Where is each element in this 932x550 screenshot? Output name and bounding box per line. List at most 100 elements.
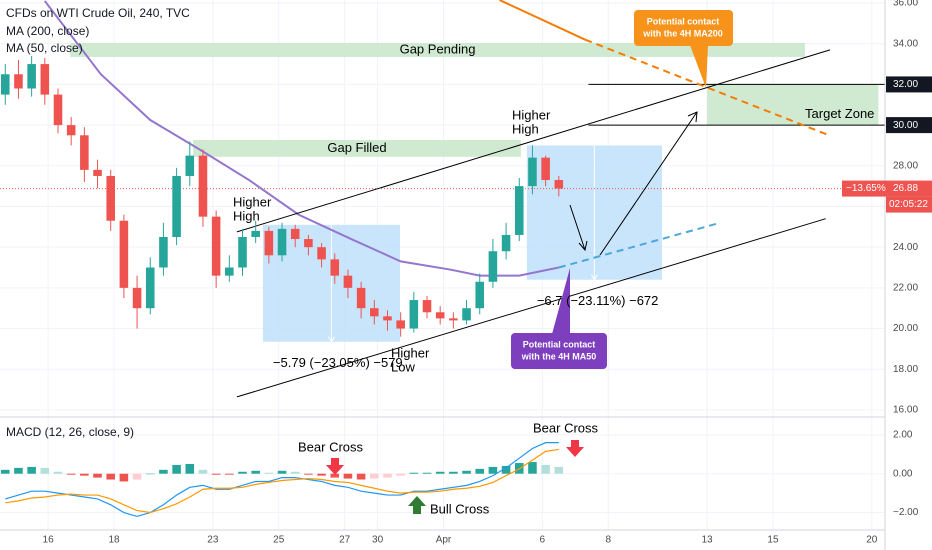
level-label: 30.00 xyxy=(893,120,918,131)
candle-body xyxy=(132,287,142,309)
zone xyxy=(193,139,521,157)
candle-body xyxy=(80,135,89,170)
histogram-bar xyxy=(185,464,195,474)
histogram-bar xyxy=(317,473,326,476)
x-tick-label: 16 xyxy=(43,535,55,546)
y-tick-label: 0.00 xyxy=(893,468,913,479)
candle-body xyxy=(422,300,432,313)
annotation: Bear Cross xyxy=(298,439,364,454)
candle-body xyxy=(528,157,537,187)
up-arrow xyxy=(408,496,426,514)
annotation: Bull Cross xyxy=(430,501,490,516)
candle-body xyxy=(514,186,524,235)
histogram-bar xyxy=(343,473,353,479)
y-tick-label: 18.00 xyxy=(893,364,918,375)
histogram-bar xyxy=(0,469,10,474)
candle-body xyxy=(119,220,129,288)
candle-body xyxy=(317,247,326,260)
histogram-bar xyxy=(132,473,142,480)
measure-arrow xyxy=(328,224,335,343)
zone-label: Gap Filled xyxy=(327,140,386,155)
histogram-bar xyxy=(80,473,89,476)
candle-body xyxy=(238,236,247,268)
signal-line xyxy=(5,448,559,514)
down-arrow xyxy=(326,458,344,475)
indicator-label: MA (50, close) xyxy=(6,41,83,55)
candle-body xyxy=(409,300,419,329)
candle-body xyxy=(185,155,195,176)
line-series xyxy=(236,218,826,398)
histogram-bar xyxy=(501,465,511,474)
measure-label: −6.7 (−23.11%) −672 xyxy=(537,293,659,308)
histogram-bar xyxy=(290,471,300,474)
callout-pointer xyxy=(552,268,570,334)
histogram-bar xyxy=(330,473,340,478)
price-badge xyxy=(842,180,932,197)
histogram-bar xyxy=(264,472,274,474)
x-tick-label: Apr xyxy=(436,535,452,546)
histogram-bar xyxy=(554,466,564,474)
level-label: 32.00 xyxy=(893,79,918,90)
histogram-bar xyxy=(145,473,155,475)
candle-body xyxy=(541,157,550,181)
arrow xyxy=(599,111,698,256)
candle-body xyxy=(488,251,498,282)
candle-body xyxy=(277,228,287,256)
candle-body xyxy=(330,259,340,276)
histogram-bar xyxy=(27,466,36,474)
countdown-badge xyxy=(886,196,932,213)
y-tick-label: 22.00 xyxy=(893,282,918,293)
x-tick-label: 15 xyxy=(767,535,779,546)
candle-body xyxy=(356,287,366,309)
macd-line xyxy=(5,442,559,518)
candle-body xyxy=(0,74,10,95)
zone-label: Gap Pending xyxy=(400,41,476,56)
histogram-bar xyxy=(66,473,76,475)
histogram-bar xyxy=(409,472,419,474)
histogram-bar xyxy=(172,464,181,474)
histogram-bar xyxy=(528,462,537,474)
candle-body xyxy=(290,228,300,240)
histogram-bar xyxy=(159,469,168,474)
macd-title: MACD (12, 26, close, 9) xyxy=(6,425,134,439)
histogram-bar xyxy=(238,471,247,474)
candle-body xyxy=(211,216,221,276)
histogram-bar xyxy=(40,467,50,474)
candle-body xyxy=(225,267,234,276)
callout-text: with the 4H MA50 xyxy=(521,351,597,361)
candle-body xyxy=(343,275,353,288)
candle-body xyxy=(53,94,63,126)
annotation: Low xyxy=(391,359,415,374)
countdown: 02:05:22 xyxy=(889,199,928,210)
x-tick-label: 18 xyxy=(108,535,120,546)
candle-body xyxy=(27,64,36,89)
y-tick-label: 20.00 xyxy=(893,323,918,334)
candle-body xyxy=(462,308,471,321)
x-tick-label: 6 xyxy=(540,535,546,546)
measure-label: −5.79 (−23.05%) −579 xyxy=(273,355,403,370)
x-tick-label: 30 xyxy=(372,535,384,546)
candle-body xyxy=(106,175,115,221)
histogram-bar xyxy=(106,473,115,480)
x-tick-label: 20 xyxy=(866,535,878,546)
level-badge xyxy=(886,76,932,93)
candle-body xyxy=(449,318,458,321)
histogram-bar xyxy=(53,471,63,474)
line-series xyxy=(44,0,560,277)
histogram-bar xyxy=(462,470,471,474)
histogram-bar xyxy=(304,473,313,475)
callout-text: Potential contact xyxy=(523,339,596,349)
histogram-bar xyxy=(251,470,260,474)
chart-title: CFDs on WTI Crude Oil, 240, TVC xyxy=(6,6,190,20)
level-badge xyxy=(886,117,932,134)
callout-text: Potential contact xyxy=(647,16,720,26)
y-tick-label: 2.00 xyxy=(893,430,913,441)
zone-label: Target Zone xyxy=(805,106,874,121)
histogram-bar xyxy=(396,473,405,476)
candle-body xyxy=(370,308,379,317)
x-tick-label: 8 xyxy=(605,535,611,546)
candle-body xyxy=(435,312,445,319)
y-tick-label: 28.00 xyxy=(893,160,918,171)
